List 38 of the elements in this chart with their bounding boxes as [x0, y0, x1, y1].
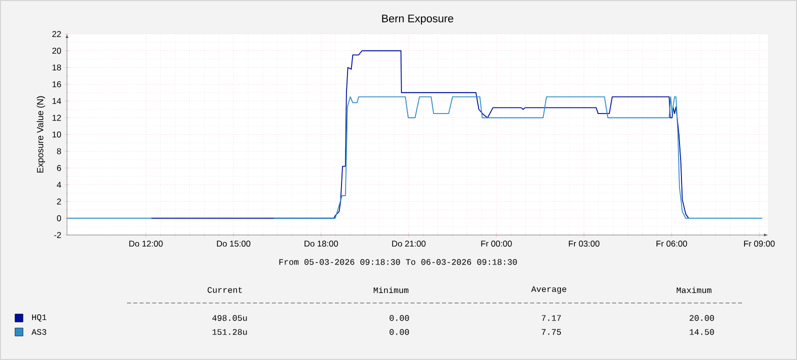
legend-label: AS3 [32, 329, 46, 335]
y-axis-title: Exposure Value (N) [36, 96, 46, 173]
x-tick-label: Do 21:00 [392, 240, 426, 247]
y-tick-label: 10 [52, 132, 62, 138]
text: 7.75 [542, 329, 561, 335]
text: Average [531, 286, 566, 294]
text: 0.00 [390, 315, 409, 321]
chart-title: Bern Exposure [382, 14, 454, 24]
y-tick-label: 12 [52, 114, 61, 121]
x-tick-label: Do 18:00 [304, 240, 338, 247]
x-tick-label: Fr 00:00 [481, 240, 512, 247]
text: 14.50 [690, 329, 714, 335]
y-tick-label: -2 [54, 232, 61, 238]
legend-label: HQ1 [32, 314, 46, 322]
x-tick-label: Fr 09:00 [744, 240, 775, 247]
y-tick-label: 6 [57, 165, 61, 171]
text: Current [208, 287, 242, 293]
y-tick-label: 14 [52, 98, 62, 104]
text: 7.17 [542, 315, 561, 321]
text: 20.00 [690, 315, 714, 321]
x-tick-label: Fr 06:00 [656, 240, 688, 247]
text: 498.05u [212, 315, 247, 321]
x-tick-label: Fr 03:00 [568, 240, 600, 247]
text: Maximum [676, 286, 712, 294]
text: 151.28u [212, 329, 247, 335]
y-tick-label: 16 [52, 81, 61, 88]
y-tick-label: 4 [56, 182, 62, 188]
text: From 05-03-2026 09:18:30 To 06-03-2026 09:18:30 [279, 259, 517, 265]
x-tick-label: Do 12:00 [129, 240, 163, 247]
text: Minimum [374, 286, 408, 294]
text: 0.00 [390, 329, 409, 335]
y-tick-label: 2 [57, 198, 61, 204]
y-tick-label: 0 [56, 215, 62, 222]
y-tick-label: 20 [52, 48, 62, 54]
x-tick-label: Do 15:00 [216, 240, 250, 247]
y-tick-label: 18 [52, 64, 61, 70]
y-tick-label: 22 [52, 31, 61, 37]
y-tick-label: 8 [57, 148, 61, 154]
